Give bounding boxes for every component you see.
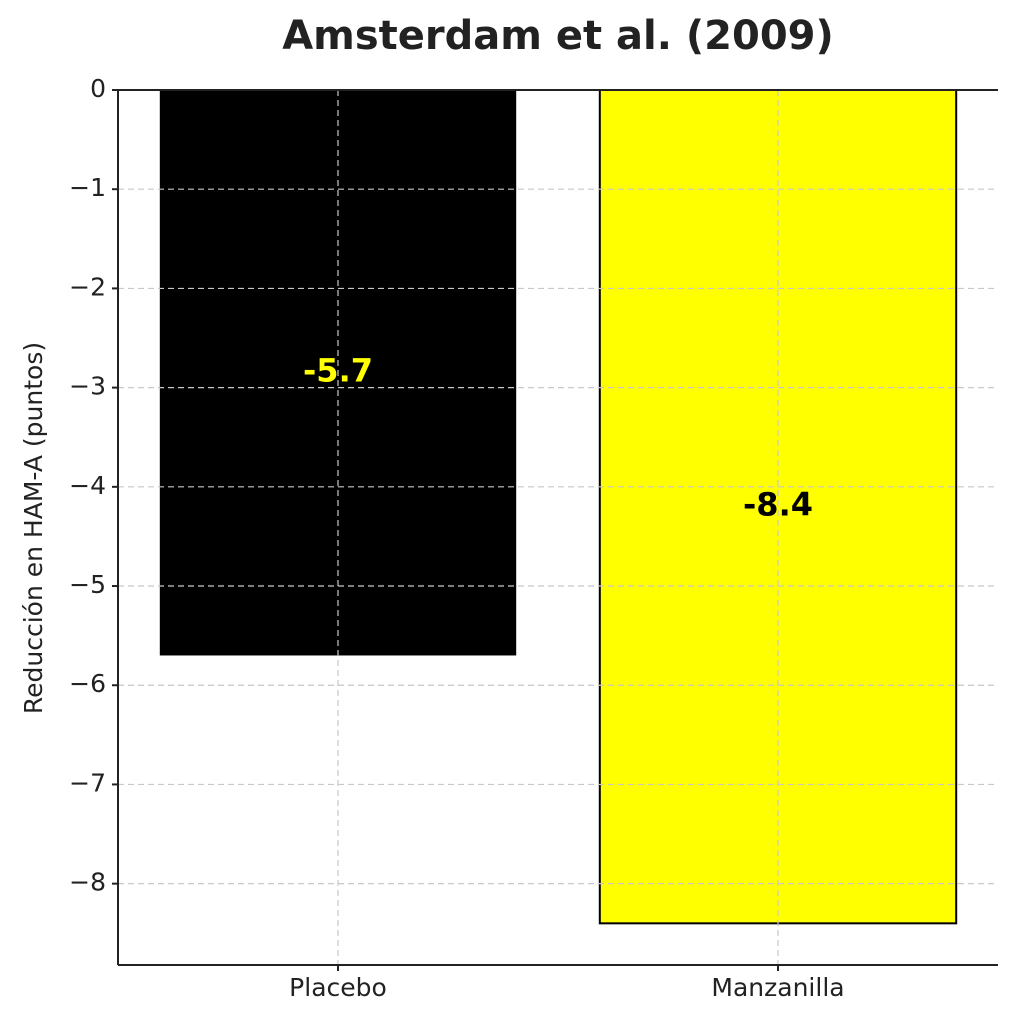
y-tick-label: −5	[69, 570, 106, 599]
y-tick-label: −2	[69, 272, 106, 301]
chart-title: Amsterdam et al. (2009)	[282, 13, 834, 59]
value-label: -5.7	[303, 352, 373, 390]
y-tick-label: −4	[69, 471, 106, 500]
y-axis-label: Reducción en HAM-A (puntos)	[19, 342, 48, 714]
y-tick-label: −6	[69, 669, 106, 698]
y-tick-label: −7	[69, 768, 106, 797]
x-tick-label: Manzanilla	[711, 973, 844, 1002]
y-tick-label: −1	[69, 173, 106, 202]
y-tick-label: −8	[69, 868, 106, 897]
value-label: -8.4	[743, 486, 813, 524]
y-tick-label: 0	[90, 74, 106, 103]
y-tick-label: −3	[69, 372, 106, 401]
x-tick-label: Placebo	[289, 973, 387, 1002]
